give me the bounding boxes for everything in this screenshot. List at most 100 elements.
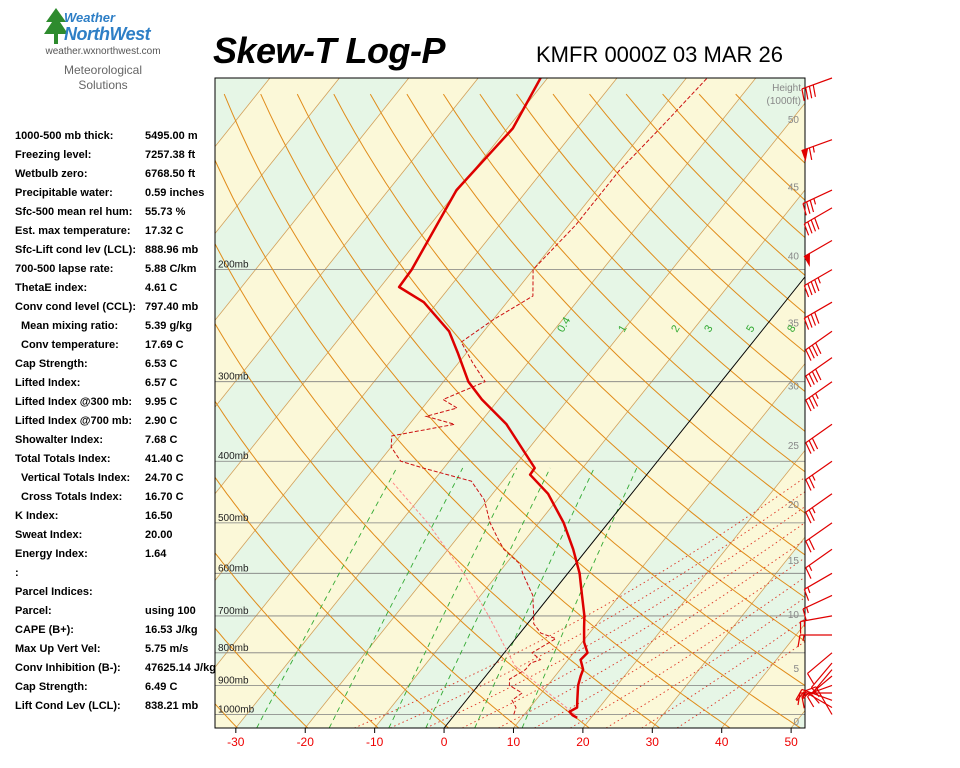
index-label: : [15,567,19,579]
dry-adiabat [260,93,805,687]
wind-barb [805,460,833,491]
index-row: Sfc-Lift cond lev (LCL): 888.96 mb [15,242,225,261]
index-row: Parcel Indices: [15,584,225,603]
index-row: K Index: 16.50 [15,508,225,527]
wind-barb-staff [803,207,833,225]
index-row: Wetbulb zero: 6768.50 ft [15,166,225,185]
logo-tagline: Meteorological Solutions [38,63,168,93]
index-value: 5.39 g/kg [145,320,193,332]
wind-barb [803,301,833,330]
pressure-label: 700mb [218,606,249,617]
dry-adiabat [552,93,805,353]
wind-barb-flag [814,279,820,292]
index-value: 5.75 m/s [145,643,189,655]
index-row: Sweat Index: 20.00 [15,527,225,546]
height-tick-label: 35 [788,318,800,329]
dry-adiabat [333,93,805,599]
isotherm-line [215,78,687,668]
wind-barb-flag [808,477,815,489]
index-label: Freezing level: [15,149,92,161]
wind-barb-staff [810,669,833,695]
wind-barb [803,207,833,236]
index-row: Est. max temperature: 17.32 C [15,223,225,242]
moist-adiabat [462,522,805,728]
chart-subtitle: KMFR 0000Z 03 MAR 26 [536,42,783,67]
index-label: CAPE (B+): [15,624,74,636]
height-tick-label: 25 [788,441,800,452]
index-row: 1000-500 mb thick: 5495.00 m [15,128,225,147]
wind-barb-pennant [803,252,811,268]
index-label: Vertical Totals Index: [21,472,131,484]
dry-adiabat [369,93,805,556]
index-value: 41.40 C [145,453,184,465]
wind-barb [803,269,833,298]
index-label: 700-500 lapse rate: [15,263,114,275]
isotherm-line [861,78,960,728]
wind-barb [805,522,833,553]
wind-barb-flag [805,87,809,100]
moist-adiabat [389,491,805,728]
wind-barb-staff [803,301,833,319]
wind-barb-staff [801,684,833,697]
wind-barb [805,381,833,412]
wind-barb [801,139,833,162]
index-value: 7257.38 ft [145,149,196,161]
index-row: CAPE (B+): 16.53 J/kg [15,622,225,641]
wind-barb-flag [803,285,810,298]
isotherm-line [215,78,410,321]
wind-barb [805,357,833,388]
wind-barb-staff [805,381,833,401]
wind-barb-half-flag [811,474,816,481]
index-row: Vertical Totals Index: 24.70 C [15,470,225,489]
dry-adiabat [406,93,805,514]
wind-barb [806,652,833,685]
index-label: Sweat Index: [15,529,83,541]
wind-barb-pennant [801,147,809,162]
wind-barb [803,572,833,601]
wind-barb-flag [808,347,815,359]
height-tick-label: 20 [788,500,800,511]
wind-barb-flag [805,541,812,553]
wind-barb [805,330,833,361]
wind-barb-flag [810,313,817,326]
index-row: Conv Inhibition (B-): 47625.14 J/kg [15,660,225,679]
pressure-label: 200mb [218,260,249,271]
isotherm-line [651,536,805,728]
height-tick-label: 0 [793,717,799,728]
logo-url: weather.wxnorthwest.com [45,46,161,57]
isotherm-line [0,78,201,728]
dry-adiabat [296,93,805,642]
index-label: Lift Cond Lev (LCL): [15,700,121,712]
index-value: 1.64 [145,548,167,560]
x-tick-label: -30 [227,735,245,749]
index-value: 797.40 mb [145,301,199,313]
logo-tagline-line1: Meteorological [63,63,143,77]
wind-barb-flag [797,692,801,706]
index-value: using 100 [145,605,196,617]
wind-barb-staff [805,493,833,513]
index-value: 6.53 C [145,358,178,370]
x-tick-label: -20 [297,735,315,749]
wind-barb-flag [805,511,812,524]
index-value: 4.61 C [145,282,178,294]
wind-barb-flag [806,673,815,685]
wind-barb-flag [807,315,813,328]
wind-barb-flag [808,397,815,409]
index-value: 55.73 % [145,206,186,218]
index-label: Mean mixing ratio: [21,320,119,332]
wind-barb-flag [808,509,815,522]
index-row: Max Up Vert Vel: 5.75 m/s [15,641,225,660]
index-row: Showalter Index: 7.68 C [15,432,225,451]
wind-barb-half-flag [817,277,821,284]
index-label: Precipitable water: [15,187,113,199]
index-label: Conv Inhibition (B-): [15,662,121,674]
index-value: 9.95 C [145,396,178,408]
index-row: Lifted Index @300 mb: 9.95 C [15,394,225,413]
pressure-label: 600mb [218,563,249,574]
wind-barb-staff [802,594,833,610]
index-value: 16.50 [145,510,173,522]
wind-barb-flag [815,368,822,381]
wind-barb-flag [803,589,810,601]
wind-barb-half-flag [815,392,819,399]
isotherm-line [374,189,805,728]
